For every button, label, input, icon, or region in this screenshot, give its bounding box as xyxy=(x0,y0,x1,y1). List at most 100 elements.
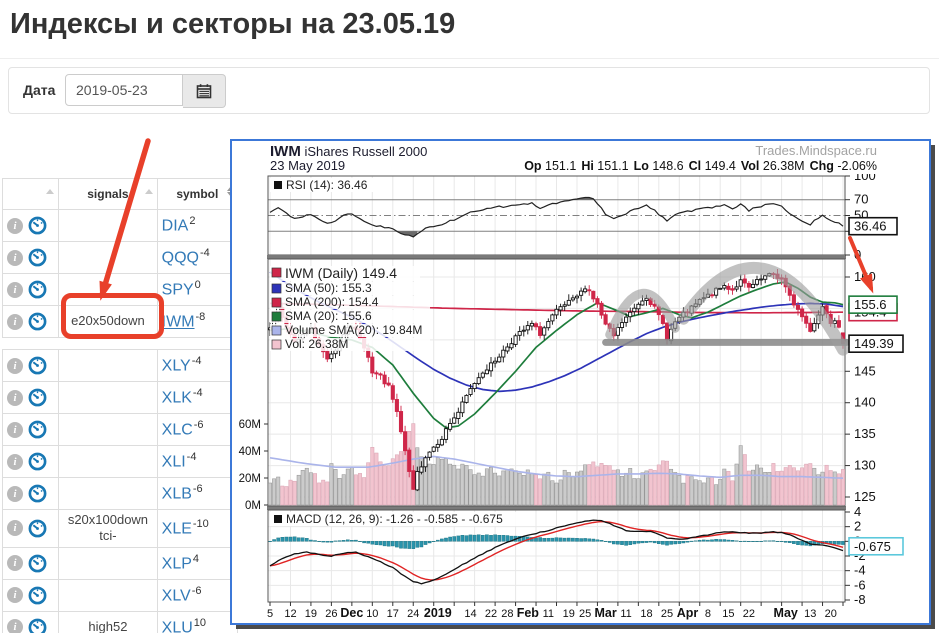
symbol-link[interactable]: QQQ xyxy=(161,249,199,267)
symbol-link[interactable]: XLY xyxy=(161,357,191,375)
page-title: Индексы и секторы на 23.05.19 xyxy=(10,8,456,40)
x-tick-label: 18 xyxy=(640,608,652,620)
info-icon[interactable]: i xyxy=(7,485,23,502)
macd-label: MACD (12, 26, 9): -1.26 - -0.585 - -0.67… xyxy=(286,512,503,526)
x-tick-label: Apr xyxy=(677,606,699,620)
symbol-cell: XLC-6 xyxy=(156,413,239,446)
x-tick-label: 13 xyxy=(804,608,816,620)
symbol-link[interactable]: IWM xyxy=(161,313,195,331)
signal-cell xyxy=(58,209,158,242)
info-icon[interactable]: i xyxy=(7,555,23,571)
symbol-link[interactable]: XLK xyxy=(161,389,192,407)
signal-cell xyxy=(58,477,158,510)
symbol-score: 10 xyxy=(193,616,207,629)
symbol-score: 0 xyxy=(194,279,201,292)
info-icon[interactable]: i xyxy=(7,313,23,330)
header-actions[interactable] xyxy=(1,178,60,210)
gauge-icon[interactable] xyxy=(28,420,47,439)
row-actions: i xyxy=(1,413,60,446)
volume-tick: 60M xyxy=(239,419,261,431)
date-filter-panel: Дата xyxy=(8,67,930,114)
gauge-icon[interactable] xyxy=(28,586,47,605)
signal-cell: s20x100down tci- xyxy=(58,509,158,548)
symbol-score: -6 xyxy=(193,419,204,432)
info-icon[interactable]: i xyxy=(7,389,23,406)
symbol-link[interactable]: XLC xyxy=(161,421,193,439)
row-actions: i xyxy=(1,477,60,510)
gauge-icon[interactable] xyxy=(28,554,47,573)
x-tick-label: 11 xyxy=(620,608,631,620)
info-icon[interactable]: i xyxy=(7,520,23,537)
date-input-group xyxy=(65,74,226,108)
symbol-cell: XLV-6 xyxy=(156,578,239,612)
info-icon[interactable]: i xyxy=(7,357,23,374)
rsi-tick: 100 xyxy=(854,174,876,183)
table-gap xyxy=(2,338,238,349)
symbol-score: -4 xyxy=(191,355,202,368)
volume-tick: 0M xyxy=(245,500,261,512)
symbol-link[interactable]: XLP xyxy=(161,555,192,573)
table-row: i high52 XLU10 xyxy=(1,610,239,633)
info-icon[interactable]: i xyxy=(7,249,23,266)
symbol-link[interactable]: XLB xyxy=(161,485,192,503)
symbol-cell: IWM-8 xyxy=(156,305,239,338)
x-tick-label: 20 xyxy=(825,608,837,620)
gauge-icon[interactable] xyxy=(28,519,47,538)
signal-cell xyxy=(58,578,158,612)
info-icon[interactable]: i xyxy=(7,217,23,234)
etf-tables: signals symbol i DIA2 i QQQ -4 i SPY0 i e20x50do… xyxy=(1,178,239,633)
chart-name: iShares Russell 2000 xyxy=(304,144,428,159)
symbol-link[interactable]: XLV xyxy=(161,587,191,605)
gauge-icon[interactable] xyxy=(28,356,47,375)
symbol-link[interactable]: XLE xyxy=(161,520,192,538)
info-icon[interactable]: i xyxy=(7,281,23,298)
header-signals[interactable]: signals xyxy=(58,178,158,210)
table-row: i QQQ-4 xyxy=(1,241,239,274)
x-tick-label: 25 xyxy=(579,608,591,620)
x-tick-label: 10 xyxy=(366,608,378,620)
macd-tick: -4 xyxy=(854,563,866,578)
table-row: i e20x50down IWM-8 xyxy=(1,305,239,338)
symbol-link[interactable]: XLI xyxy=(161,453,186,471)
info-icon[interactable]: i xyxy=(7,421,23,438)
x-tick-label: 26 xyxy=(325,608,337,620)
signal-highlight-box xyxy=(61,293,164,339)
gauge-icon[interactable] xyxy=(28,312,47,331)
gauge-icon[interactable] xyxy=(28,216,47,235)
gauge-icon[interactable] xyxy=(28,452,47,471)
gauge-icon[interactable] xyxy=(28,280,47,299)
date-input[interactable] xyxy=(65,74,183,106)
gauge-icon[interactable] xyxy=(28,618,47,633)
current-value-label: 155.6 xyxy=(854,297,887,312)
sectors-tbody: i XLY-4 i XLK-4 i XLC-6 i XLI-4 i XLB-6 i s20x100do… xyxy=(1,349,239,633)
x-tick-label: 28 xyxy=(501,608,513,620)
symbol-link[interactable]: SPY xyxy=(161,281,194,299)
header-symbol[interactable]: symbol xyxy=(156,178,239,210)
annotation-arrow-chart xyxy=(848,236,874,294)
pane-separator xyxy=(267,255,846,259)
info-icon[interactable]: i xyxy=(7,619,23,633)
header-symbol-label: symbol xyxy=(176,187,219,201)
symbol-score: 2 xyxy=(189,215,196,228)
gauge-icon[interactable] xyxy=(28,388,47,407)
ohlc-summary: Op 151.1 Hi 151.1 Lo 148.6 Cl 149.4 Vol 26.3… xyxy=(524,159,877,173)
info-icon[interactable]: i xyxy=(7,587,23,603)
row-actions: i xyxy=(1,273,60,306)
legend-entry: SMA (20): 155.6 xyxy=(285,309,372,323)
price-tick: 125 xyxy=(854,489,876,504)
signal-cell xyxy=(58,241,158,274)
info-icon[interactable]: i xyxy=(7,453,23,470)
symbol-score: -4 xyxy=(192,387,203,400)
row-actions: i xyxy=(1,349,60,382)
calendar-button[interactable] xyxy=(183,74,226,108)
macd-tick: -6 xyxy=(854,577,866,592)
chart-symbol: IWM xyxy=(270,143,301,160)
legend-entry: SMA (50): 155.3 xyxy=(285,281,372,295)
rsi-label: RSI (14): 36.46 xyxy=(286,178,368,192)
gauge-icon[interactable] xyxy=(28,484,47,503)
signal-cell: e20x50down xyxy=(58,305,158,338)
symbol-link[interactable]: DIA xyxy=(161,217,189,235)
gauge-icon[interactable] xyxy=(28,248,47,267)
symbol-link[interactable]: XLU xyxy=(161,619,193,633)
